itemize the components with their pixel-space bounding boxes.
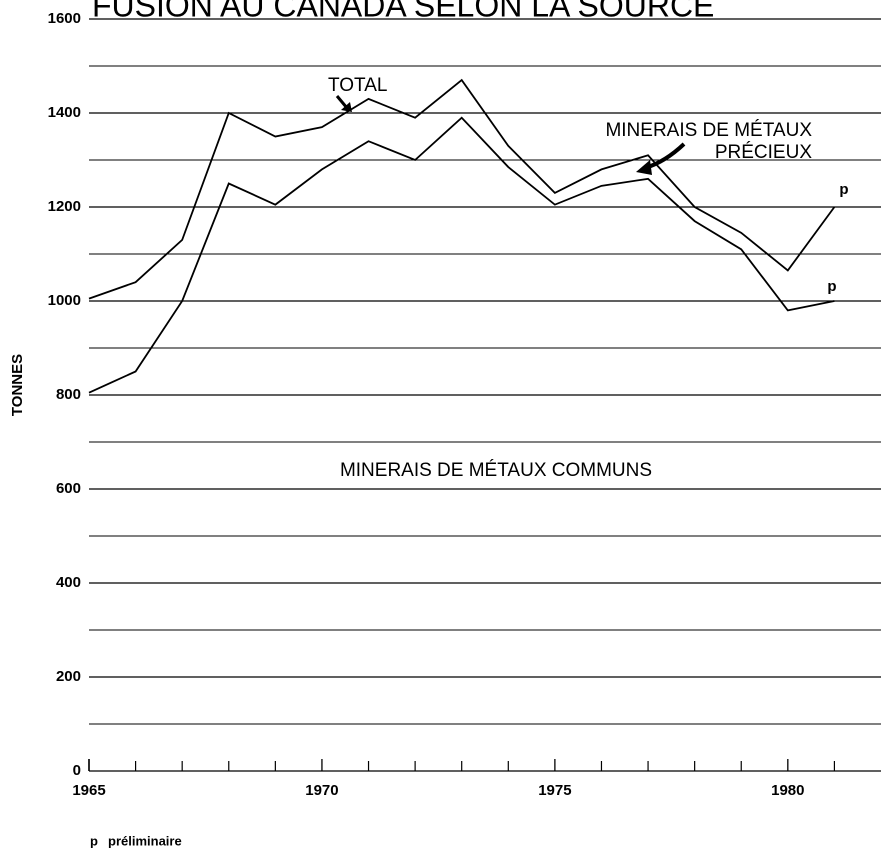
annotation: MINERAIS DE MÉTAUX: [605, 120, 812, 141]
x-tick-label: 1980: [771, 782, 804, 799]
footnote-symbol: p: [90, 833, 98, 848]
y-tick-label: 1400: [48, 104, 81, 121]
preliminary-mark: p: [839, 181, 848, 198]
x-tick-label: 1975: [538, 782, 571, 799]
series-label: TOTAL: [328, 75, 387, 96]
y-tick-label: 400: [56, 574, 81, 591]
y-axis-label: TONNES: [9, 354, 26, 416]
preliminary-mark: p: [827, 278, 836, 295]
y-tick-label: 1600: [48, 10, 81, 27]
x-tick-label: 1965: [72, 782, 105, 799]
chart-title: FUSION AU CANADA SELON LA SOURCE: [92, 0, 714, 23]
arrow: [644, 142, 686, 170]
annotation: PRÉCIEUX: [715, 142, 812, 163]
y-tick-label: 0: [73, 762, 81, 779]
y-tick-label: 1000: [48, 292, 81, 309]
y-tick-label: 800: [56, 386, 81, 403]
series-line: [88, 116, 835, 394]
y-tick-label: 600: [56, 480, 81, 497]
series-line: [88, 78, 836, 300]
y-tick-label: 1200: [48, 198, 81, 215]
y-tick-label: 200: [56, 668, 81, 685]
footnote-text: préliminaire: [108, 833, 182, 848]
series-label: MINERAIS DE MÉTAUX COMMUNS: [340, 460, 652, 481]
arrow-head: [341, 102, 352, 112]
arrow-head: [636, 160, 652, 175]
arrow: [335, 95, 349, 109]
x-tick-label: 1970: [305, 782, 338, 799]
